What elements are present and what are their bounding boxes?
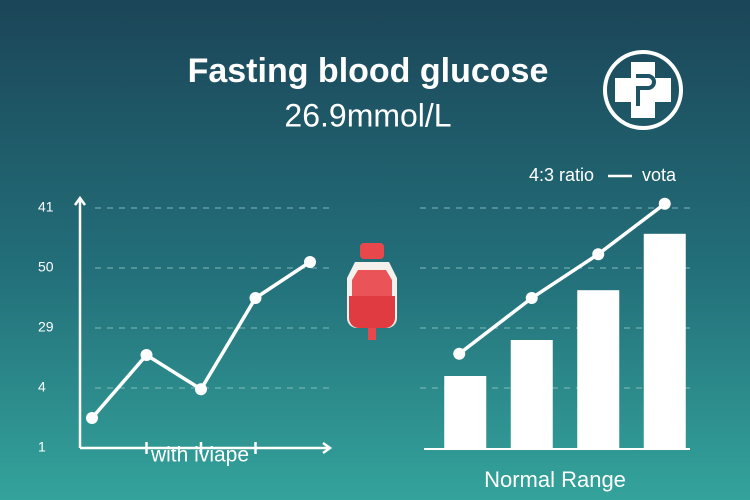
y-axis (73, 195, 87, 448)
point (525, 292, 538, 304)
y-tick-label: 50 (38, 259, 54, 275)
legend-label: vota (642, 165, 677, 185)
point (195, 383, 207, 396)
line-series (458, 202, 666, 356)
point (453, 347, 466, 360)
blood-bag-icon (347, 243, 397, 340)
bar (643, 233, 686, 448)
bar (444, 376, 487, 448)
subtitle: 26.9mmol/L (284, 97, 451, 133)
x-axis (80, 441, 333, 455)
bar (510, 340, 553, 448)
bar (577, 290, 620, 448)
charts: 1 4 29 50 41 with iviape 4:3 ratio vota Normal R… (38, 165, 690, 492)
y-tick-label: 1 (38, 439, 46, 455)
point (658, 197, 671, 210)
legend-label: 4:3 ratio (529, 165, 594, 185)
y-tick-label: 4 (38, 379, 46, 395)
point (86, 412, 98, 424)
y-tick-label: 29 (38, 319, 54, 335)
x-axis-label: Normal Range (484, 467, 626, 492)
point (304, 256, 316, 268)
point (140, 349, 153, 361)
y-tick-label: 41 (38, 199, 54, 215)
title: Fasting blood glucose (188, 52, 549, 90)
point (592, 248, 605, 261)
point (249, 292, 262, 304)
x-axis-label: with iviape (150, 444, 249, 467)
medical-icon (603, 50, 683, 130)
